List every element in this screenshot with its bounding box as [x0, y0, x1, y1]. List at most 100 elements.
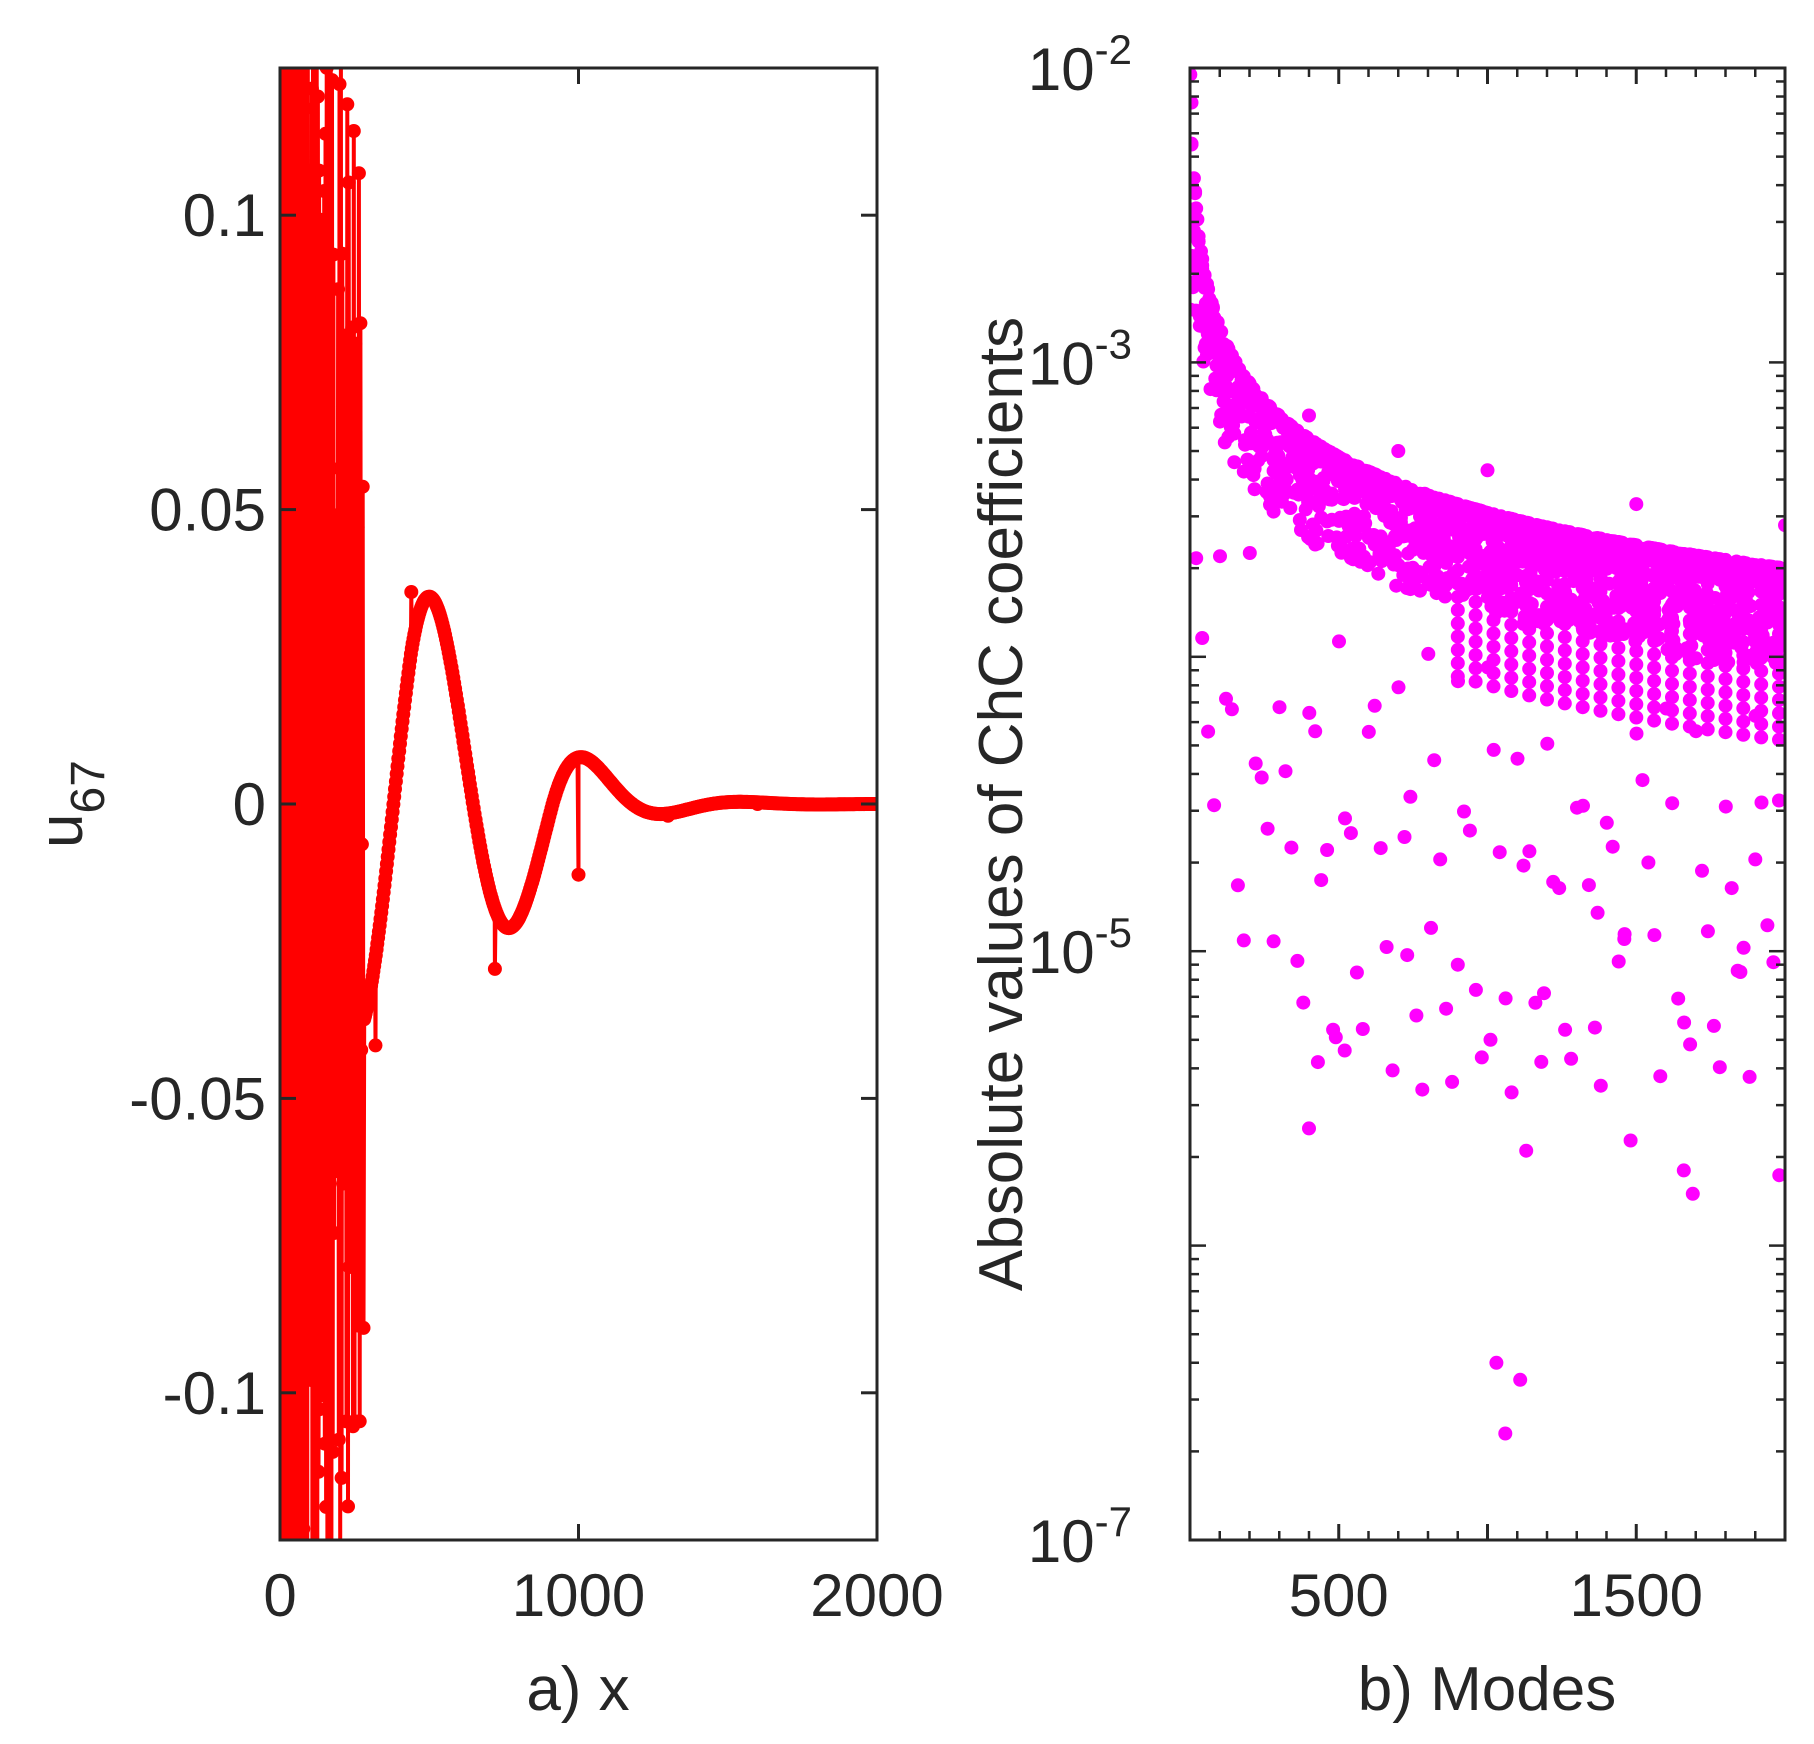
mode-column-point [1718, 592, 1733, 607]
u67-point [353, 316, 368, 331]
mode-column-point [1468, 581, 1483, 596]
mode-point [1190, 171, 1201, 186]
mode-column-point [1504, 644, 1519, 659]
y-tick-label: 10-2 [1028, 26, 1132, 103]
u67-point [319, 68, 334, 75]
y-tick-label: 0.1 [183, 182, 266, 249]
mode-column-point [1718, 579, 1733, 594]
mode-point-low [1314, 873, 1329, 888]
mode-column-point [1736, 714, 1751, 729]
mode-column-point [1557, 656, 1572, 671]
mode-column-point [1504, 564, 1519, 579]
panel-b-axes-box [1188, 66, 1787, 1542]
mode-point-low [1486, 742, 1501, 757]
mode-column-point [1486, 507, 1501, 522]
mode-outlier-point [1513, 1372, 1528, 1387]
mode-column-point [1629, 644, 1644, 659]
mode-top-point [1391, 444, 1406, 458]
u67-point [280, 113, 290, 128]
u67-point [338, 1150, 353, 1165]
mode-point [1324, 486, 1339, 501]
mode-point-low [1296, 995, 1311, 1010]
mode-column-point [1754, 730, 1769, 745]
u67-point [315, 1363, 330, 1378]
mode-column-point [1647, 673, 1662, 688]
y-tick-label: -0.1 [163, 1360, 266, 1427]
mode-column-point [1665, 557, 1679, 572]
mode-column-point [1718, 672, 1733, 687]
mode-column-point [1540, 573, 1554, 588]
mode-column-point [1647, 660, 1662, 675]
mode-column-point [1450, 656, 1465, 671]
u67-point [280, 1397, 288, 1412]
panel-b-y-label: Absolute values of ChC coefficients [967, 317, 1036, 1291]
mode-point [1374, 554, 1389, 569]
u67-series [275, 0, 877, 1732]
u67-point [283, 1140, 297, 1155]
mode-column-point [1718, 658, 1733, 673]
mode-column-point [1647, 700, 1662, 715]
u67-point [302, 852, 317, 867]
mode-column-point [1593, 637, 1608, 652]
mode-column-point [1575, 686, 1590, 701]
mode-column-point [1700, 709, 1715, 724]
u67-point [296, 1521, 311, 1536]
u67-point [275, 0, 289, 3]
x-tick-label: 1500 [1570, 1562, 1703, 1629]
mode-top-point [1778, 518, 1785, 533]
mode-point [1190, 136, 1199, 151]
panel-a: -0.1 -0.05 0 0.05 0.1 0 1000 2000 a) x u67 [27, 0, 944, 1732]
mode-column-point [1486, 547, 1501, 561]
u67-point [279, 1718, 293, 1732]
mode-column-point [1557, 683, 1572, 698]
mode-column-point [1700, 550, 1715, 565]
y-tick-label: 0.05 [149, 477, 266, 544]
u67-point [303, 981, 318, 995]
mode-point [1413, 583, 1427, 598]
mode-column-point [1682, 693, 1697, 708]
mode-column-point [1629, 564, 1644, 579]
mode-top-point [1480, 463, 1495, 478]
mode-top-point [1190, 303, 1203, 318]
mode-column-point [1718, 711, 1733, 726]
mode-column-point [1450, 550, 1465, 565]
mode-column-point [1736, 674, 1751, 689]
u67-point [338, 1069, 353, 1084]
mode-column-point [1522, 582, 1537, 597]
mode-column-point [1700, 722, 1715, 737]
mode-column-point [1629, 631, 1644, 645]
mode-point [1190, 186, 1203, 201]
u67-point [316, 1388, 331, 1403]
mode-point [1438, 589, 1452, 604]
mode-column-point [1593, 597, 1608, 612]
mode-column-point [1772, 573, 1785, 588]
mode-point-low [1266, 934, 1281, 949]
mode-column-point [1647, 687, 1662, 702]
mode-point-low [1242, 546, 1257, 560]
mode-column-point [1486, 626, 1501, 641]
mode-point-low [1320, 843, 1335, 857]
panel-b: 10-7 10-5 10-3 10-2 500 1500 b) Modes Absolu… [967, 26, 1787, 1724]
u67-point [324, 1575, 338, 1589]
mode-column-point [1575, 673, 1590, 688]
mode-point-low [1230, 878, 1245, 893]
mode-point-low [1587, 1020, 1602, 1035]
u67-point [340, 97, 355, 112]
mode-column-point [1772, 613, 1785, 628]
mode-point-low [1379, 940, 1394, 954]
u67-point [332, 77, 347, 92]
u67-point [280, 366, 290, 381]
mode-column-point [1647, 607, 1662, 622]
mode-point [1389, 578, 1404, 593]
u67-point [293, 80, 308, 95]
u67-point [294, 1066, 309, 1081]
mode-column-point [1540, 652, 1554, 667]
mode-outlier-point [1424, 920, 1438, 935]
u67-point [311, 1315, 326, 1330]
mode-column-point [1575, 541, 1590, 556]
mode-column-point [1736, 701, 1751, 716]
mode-column-point [1504, 631, 1519, 645]
y-tick-label: 0 [233, 771, 266, 838]
mode-point-low [1391, 680, 1406, 695]
